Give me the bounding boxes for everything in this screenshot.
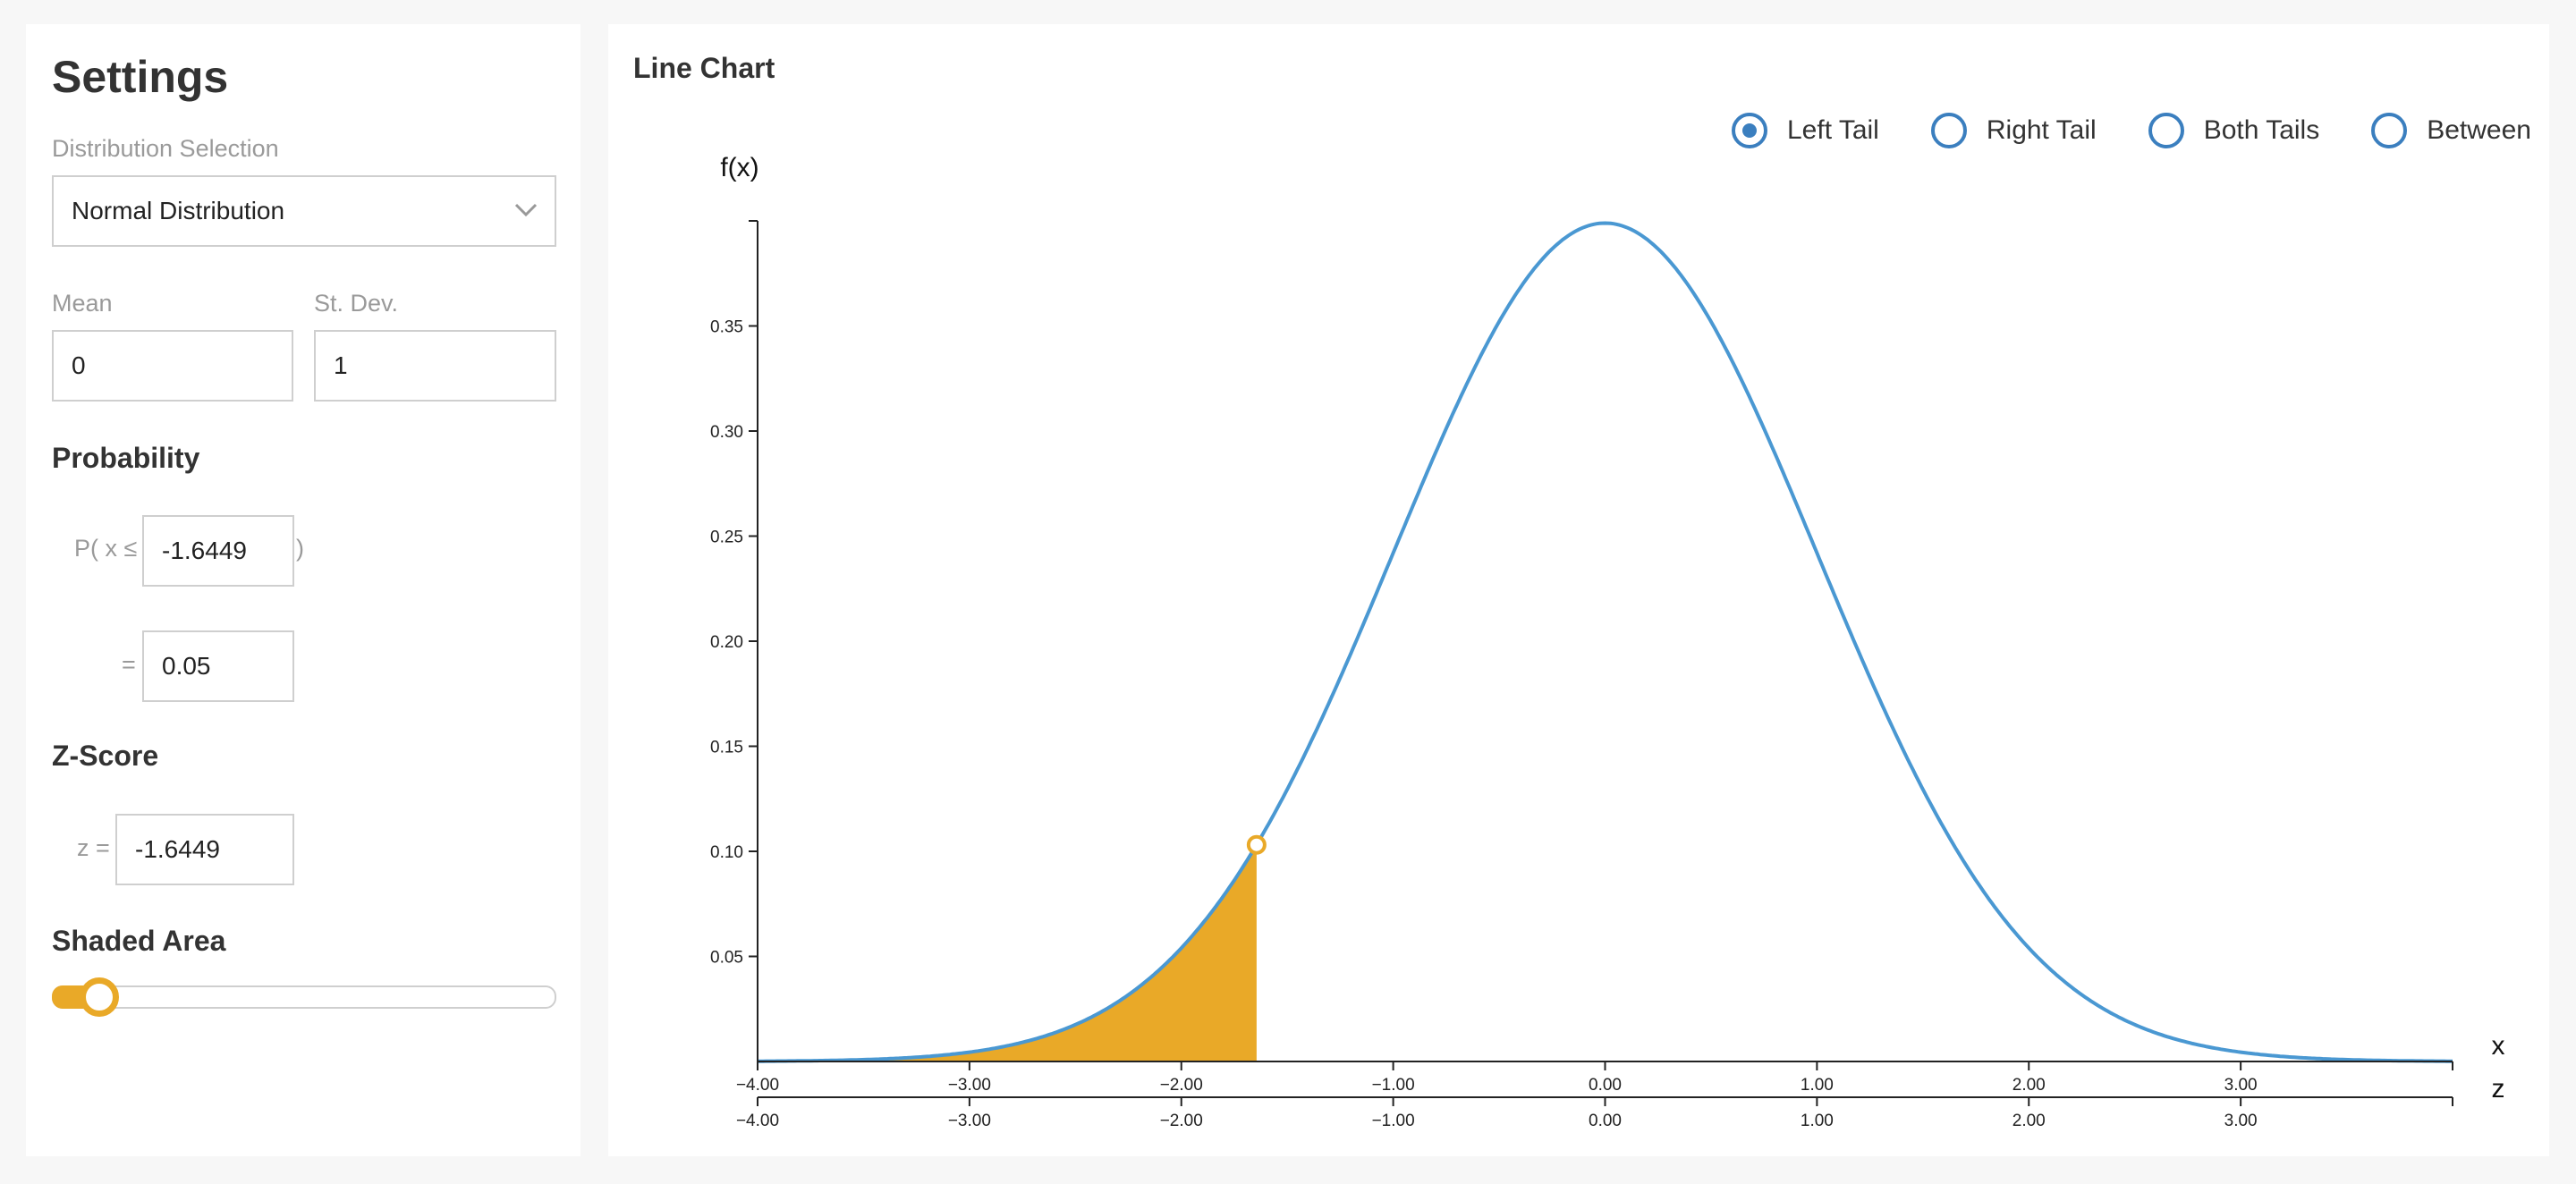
radio-both-tails-circle[interactable] — [2148, 113, 2184, 148]
z-axis-label: z — [2492, 1074, 2505, 1104]
density-curve — [758, 221, 2453, 1063]
mean-label: Mean — [52, 290, 113, 317]
radio-right-tail[interactable]: Right Tail — [1930, 113, 2097, 148]
x-tick-label: −2.00 — [1160, 1076, 1203, 1095]
settings-title: Settings — [52, 52, 229, 102]
slider-track — [52, 985, 556, 1009]
radio-between-label: Between — [2427, 115, 2531, 145]
x-tick-label: −3.00 — [948, 1076, 991, 1095]
distribution-selection-label: Distribution Selection — [52, 135, 279, 162]
mean-input[interactable]: 0 — [52, 330, 293, 402]
z-tick-label: −1.00 — [1372, 1112, 1415, 1130]
zscore-input[interactable]: -1.6449 — [115, 814, 294, 885]
equals-label: = — [122, 651, 136, 678]
distribution-select-value: Normal Distribution — [72, 197, 285, 224]
radio-both-tails[interactable]: Both Tails — [2148, 113, 2320, 148]
shaded-area-heading: Shaded Area — [52, 925, 226, 957]
y-tick-label: 0.20 — [710, 633, 743, 652]
probability-value-input[interactable]: 0.05 — [142, 630, 294, 702]
z-tick-label: 3.00 — [2224, 1112, 2258, 1130]
z-label: z = — [77, 834, 110, 861]
x-tick-label: −4.00 — [736, 1076, 779, 1095]
zscore-heading: Z-Score — [52, 740, 159, 772]
y-tick-label: 0.05 — [710, 949, 743, 968]
radio-right-tail-label: Right Tail — [1986, 115, 2097, 145]
z-tick-label: −4.00 — [736, 1112, 779, 1130]
probability-prefix: P( x ≤ — [74, 535, 138, 562]
sd-input[interactable]: 1 — [314, 330, 556, 402]
x-tick-label: −1.00 — [1372, 1076, 1415, 1095]
z-tick-label: 2.00 — [2012, 1112, 2046, 1130]
z-tick-label: −2.00 — [1160, 1112, 1203, 1130]
radio-between-circle[interactable] — [2371, 113, 2408, 148]
probability-x-input[interactable]: -1.6449 — [142, 515, 294, 587]
y-tick-label: 0.10 — [710, 843, 743, 862]
radio-right-tail-circle[interactable] — [1930, 113, 1967, 148]
slider-thumb[interactable] — [80, 977, 120, 1017]
shaded-area — [758, 844, 1257, 1061]
x-tick-label: 1.00 — [1801, 1076, 1834, 1095]
radio-left-tail[interactable]: Left Tail — [1732, 113, 1879, 148]
settings-panel: Settings Distribution Selection Normal D… — [26, 24, 580, 1156]
x-axis-label: x — [2492, 1031, 2505, 1061]
distribution-select[interactable]: Normal Distribution — [52, 175, 556, 247]
z-tick-label: 0.00 — [1589, 1112, 1622, 1130]
z-tick-label: 1.00 — [1801, 1112, 1834, 1130]
radio-left-tail-label: Left Tail — [1787, 115, 1879, 145]
radio-left-tail-circle[interactable] — [1732, 113, 1767, 148]
x-tick-label: 0.00 — [1589, 1076, 1622, 1095]
chevron-down-icon — [514, 203, 538, 217]
y-tick-label: 0.25 — [710, 529, 743, 547]
y-tick-label: 0.15 — [710, 739, 743, 757]
cutoff-marker — [1246, 834, 1267, 855]
probability-heading: Probability — [52, 442, 200, 474]
normal-distribution-chart: 0.05 0.10 0.15 0.20 0.25 0.30 0.35 f(x) −4.00 −3.… — [710, 153, 2505, 1130]
y-tick-label: 0.35 — [710, 318, 743, 337]
x-tick-label: 3.00 — [2224, 1076, 2258, 1095]
chart-title: Line Chart — [633, 52, 775, 84]
z-tick-label: −3.00 — [948, 1112, 991, 1130]
shaded-area-slider[interactable] — [52, 977, 556, 1017]
radio-between[interactable]: Between — [2371, 113, 2531, 148]
sd-label: St. Dev. — [314, 290, 399, 317]
y-axis-label: f(x) — [720, 153, 758, 182]
chart-panel: Line Chart Left Tail Right Tail Both Tai… — [608, 24, 2549, 1156]
probability-suffix: ) — [296, 535, 304, 562]
radio-both-tails-label: Both Tails — [2203, 115, 2320, 145]
tail-radio-group: Left Tail Right Tail Both Tails Between — [1732, 113, 2531, 148]
y-tick-label: 0.30 — [710, 423, 743, 442]
x-tick-label: 2.00 — [2012, 1076, 2046, 1095]
